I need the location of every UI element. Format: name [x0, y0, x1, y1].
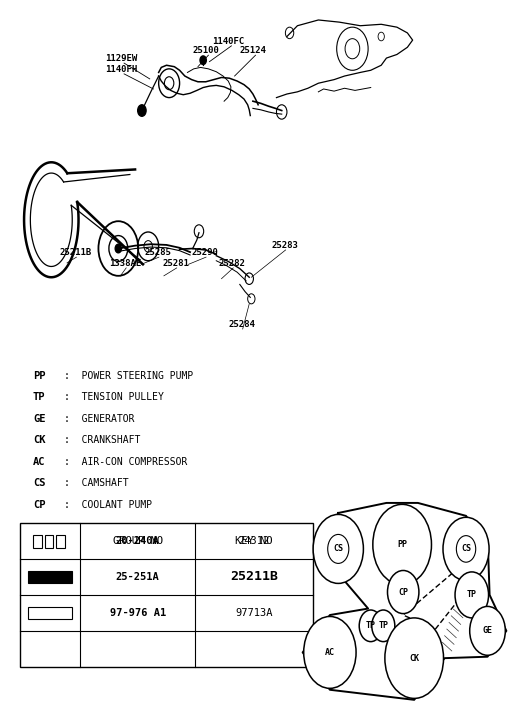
Text: 25124: 25124	[240, 47, 267, 55]
Circle shape	[115, 244, 121, 253]
Text: CK: CK	[409, 654, 419, 662]
Text: 25100: 25100	[193, 47, 220, 55]
Circle shape	[372, 610, 395, 642]
Text: 25284: 25284	[228, 320, 255, 329]
Text: 25290: 25290	[192, 248, 219, 257]
Circle shape	[373, 505, 431, 585]
Circle shape	[313, 515, 363, 583]
Circle shape	[387, 571, 419, 614]
Text: 25211B: 25211B	[230, 571, 278, 584]
Circle shape	[470, 606, 505, 655]
Circle shape	[443, 518, 489, 581]
Text: :  AIR-CON COMPRESSOR: : AIR-CON COMPRESSOR	[64, 457, 188, 467]
Text: GROUP NO: GROUP NO	[113, 536, 163, 546]
Circle shape	[359, 610, 383, 642]
Text: 1140FH: 1140FH	[105, 65, 137, 74]
Text: 25281: 25281	[162, 259, 189, 268]
Text: TP: TP	[378, 622, 388, 630]
Bar	[28, 571, 72, 583]
Text: PP: PP	[33, 371, 45, 381]
Text: 1140FC: 1140FC	[213, 37, 245, 46]
Text: 1338AE: 1338AE	[109, 259, 141, 268]
Circle shape	[200, 56, 206, 65]
Bar	[20, 523, 313, 667]
Bar	[33, 535, 41, 548]
Circle shape	[138, 105, 146, 116]
Text: :  CAMSHAFT: : CAMSHAFT	[64, 478, 129, 489]
Text: AC: AC	[325, 648, 335, 657]
Bar	[45, 535, 53, 548]
Text: CS: CS	[33, 478, 45, 489]
Text: AC: AC	[33, 457, 45, 467]
Circle shape	[455, 572, 488, 618]
Text: :  COOLANT PUMP: : COOLANT PUMP	[64, 500, 153, 510]
Text: TP: TP	[365, 622, 376, 630]
Text: CK: CK	[33, 435, 45, 446]
Text: 25282: 25282	[219, 259, 246, 268]
Text: CS: CS	[333, 545, 343, 553]
Text: GE: GE	[483, 627, 493, 635]
Circle shape	[304, 616, 356, 688]
Text: GE: GE	[33, 414, 45, 424]
Text: CP: CP	[33, 500, 45, 510]
Text: 20-240A: 20-240A	[116, 536, 160, 546]
Text: :  CRANKSHAFT: : CRANKSHAFT	[64, 435, 141, 446]
Bar	[28, 607, 72, 619]
Text: 25-251A: 25-251A	[116, 572, 160, 582]
Text: :  POWER STEERING PUMP: : POWER STEERING PUMP	[64, 371, 194, 381]
Circle shape	[385, 618, 444, 699]
Bar	[56, 535, 65, 548]
Text: TP: TP	[33, 393, 45, 402]
Text: 97-976 A1: 97-976 A1	[110, 608, 166, 618]
Text: 25211B: 25211B	[59, 248, 92, 257]
Text: :  GENERATOR: : GENERATOR	[64, 414, 135, 424]
Text: 25285: 25285	[145, 248, 171, 257]
Text: 97713A: 97713A	[236, 608, 273, 618]
Text: KEY NO: KEY NO	[236, 536, 273, 546]
Text: CP: CP	[398, 587, 408, 597]
Text: 24312: 24312	[238, 536, 270, 546]
Text: TP: TP	[467, 590, 477, 599]
Text: PP: PP	[397, 540, 407, 549]
Text: 25283: 25283	[271, 241, 298, 250]
Text: CS: CS	[461, 545, 471, 553]
Text: 1129EW: 1129EW	[105, 54, 137, 63]
Text: :  TENSION PULLEY: : TENSION PULLEY	[64, 393, 164, 402]
